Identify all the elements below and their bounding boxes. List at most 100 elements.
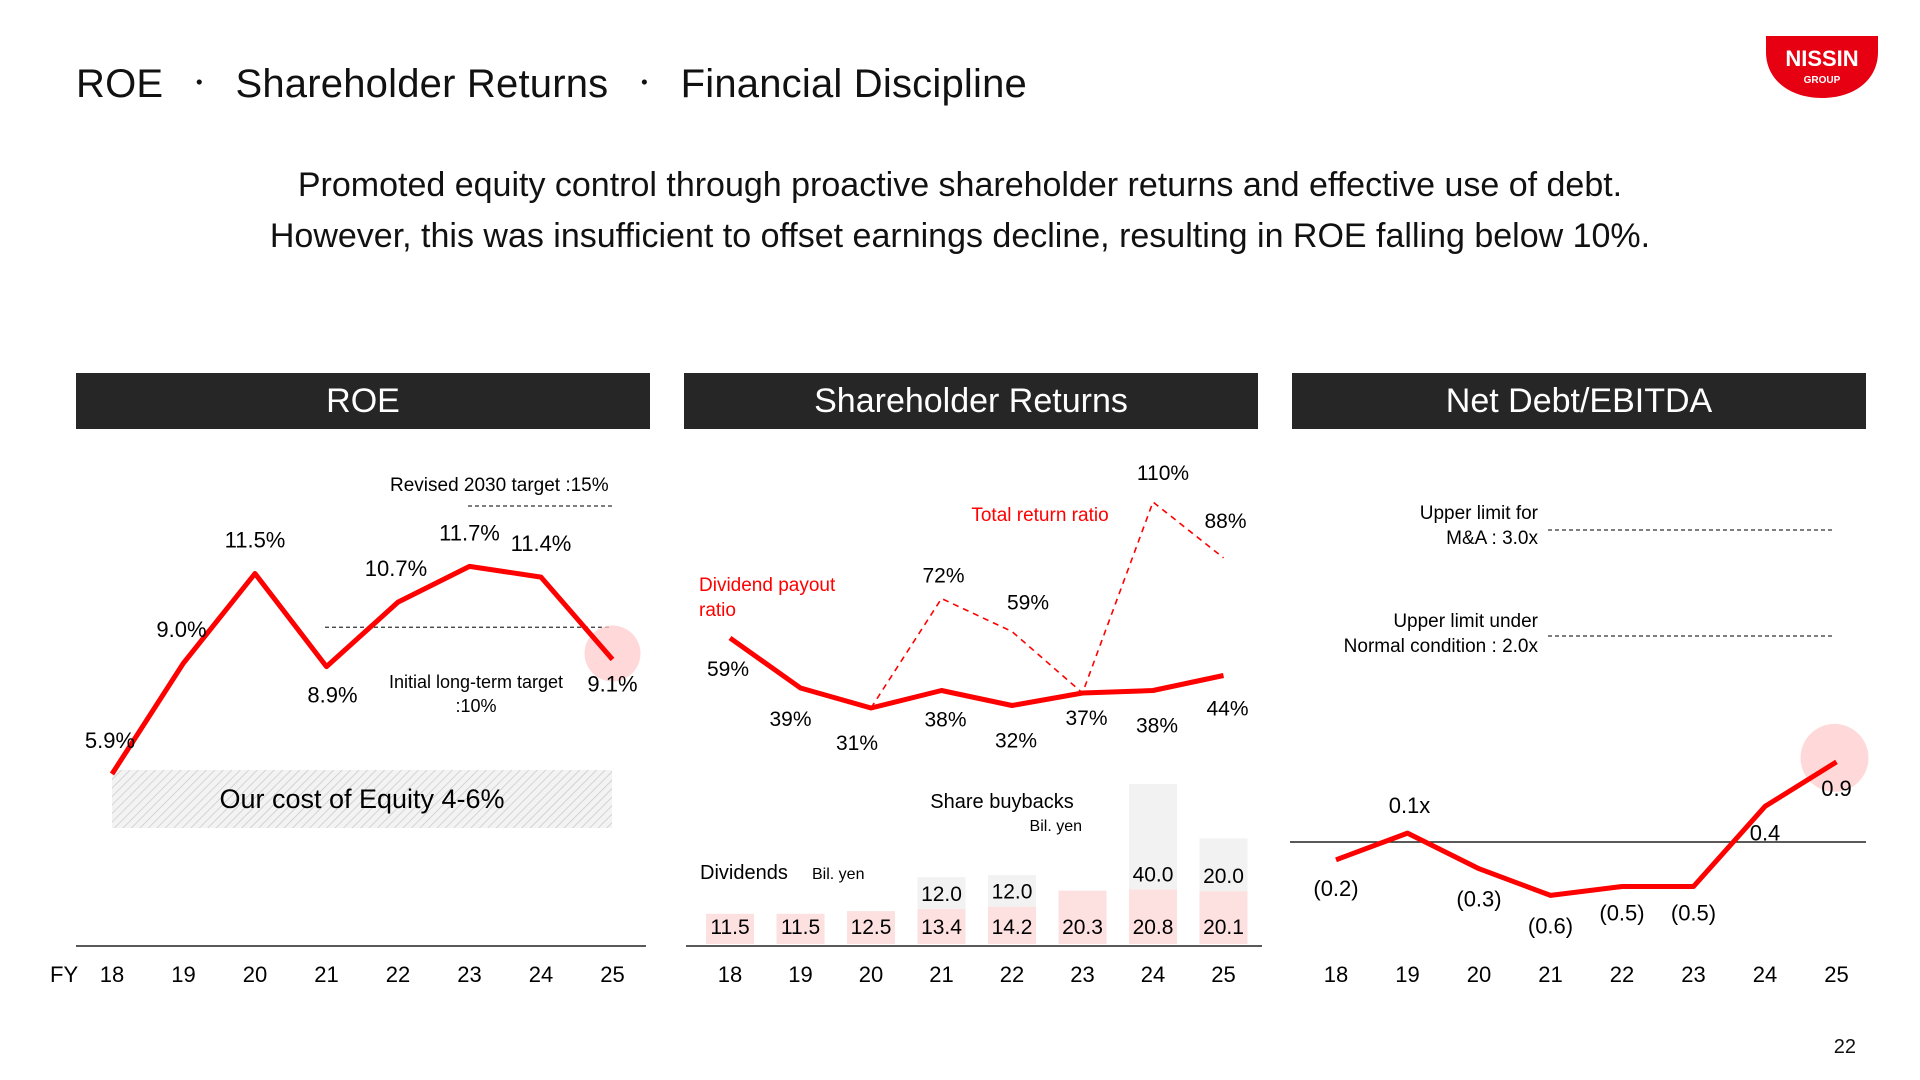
dividend-payout-legend-2: ratio [699, 600, 736, 621]
total-return-label: 72% [922, 565, 964, 588]
dividend-bar [1129, 889, 1177, 944]
title-part-returns: Shareholder Returns [235, 62, 609, 106]
roe-initial-target-label-1: Initial long-term target [389, 672, 563, 692]
netdebt-x-tick: 21 [1538, 962, 1562, 987]
returns-chart: 11.5 11.5 12.5 13.4 12.0 14.2 12.0 20.3 20.8 40.0… [686, 462, 1262, 987]
logo-subtext: GROUP [1804, 75, 1841, 86]
buyback-value-label: 12.0 [921, 883, 962, 906]
roe-cost-of-equity-label: Our cost of Equity 4-6% [219, 784, 504, 814]
buyback-value-label: 20.0 [1203, 865, 1244, 888]
roe-x-tick: 25 [600, 962, 624, 987]
roe-x-tick: 23 [457, 962, 481, 987]
roe-x-tick: 24 [529, 962, 553, 987]
roe-x-tick: 22 [386, 962, 410, 987]
netdebt-value-label: (0.3) [1456, 887, 1501, 912]
returns-x-tick: 22 [1000, 962, 1024, 987]
payout-ratio-label: 31% [836, 732, 878, 755]
panel-header-netdebt: Net Debt/EBITDA [1292, 373, 1866, 429]
netdebt-x-tick: 18 [1324, 962, 1348, 987]
dividend-bar [776, 913, 825, 944]
dividend-bar [706, 913, 754, 944]
netdebt-x-tick: 23 [1681, 962, 1705, 987]
netdebt-value-label: (0.6) [1528, 913, 1573, 938]
roe-value-label: 10.7% [365, 556, 427, 581]
dividend-bar [1199, 891, 1248, 944]
dividend-payout-legend-1: Dividend payout [699, 575, 836, 596]
subtitle: Promoted equity control through proactiv… [0, 160, 1920, 262]
payout-ratio-label: 44% [1206, 698, 1248, 721]
dividend-bar [1058, 890, 1107, 944]
total-return-label: 59% [1007, 592, 1049, 615]
returns-x-tick: 20 [859, 962, 883, 987]
roe-cost-of-equity-band [112, 770, 612, 828]
returns-x-tick: 23 [1070, 962, 1094, 987]
roe-value-label: 9.0% [156, 617, 206, 642]
page-title: ROE ・ Shareholder Returns ・ Financial Discip… [76, 62, 1027, 107]
netdebt-value-label: 0.4 [1750, 820, 1781, 845]
subtitle-line-1: Promoted equity control through proactiv… [297, 166, 1623, 204]
share-buybacks-legend: Share buybacks [930, 791, 1073, 813]
page-number: 22 [1833, 1036, 1856, 1058]
nissin-logo: NISSIN GROUP [1766, 36, 1878, 98]
dividend-value-label: 20.3 [1062, 916, 1103, 939]
total-return-legend: Total return ratio [971, 505, 1108, 526]
dividend-bar [917, 908, 966, 944]
buyback-bar [988, 875, 1036, 907]
total-return-ratio-line [870, 500, 1224, 709]
panel-header-roe: ROE [76, 373, 650, 429]
returns-x-tick: 21 [929, 962, 953, 987]
roe-initial-target-label-2: :10% [455, 696, 496, 716]
payout-ratio-label: 39% [769, 708, 811, 731]
buyback-bar [1129, 784, 1177, 890]
netdebt-value-label: (0.5) [1671, 901, 1716, 926]
dividend-bar [988, 906, 1036, 944]
panel-header-returns: Shareholder Returns [684, 373, 1258, 429]
logo-text: NISSIN [1785, 46, 1858, 71]
netdebt-x-tick: 22 [1610, 962, 1634, 987]
roe-value-label: 9.1% [587, 671, 637, 696]
title-separator: ・ [187, 70, 212, 97]
roe-value-label: 8.9% [307, 683, 357, 708]
title-part-roe: ROE [76, 62, 164, 106]
returns-x-tick: 25 [1211, 962, 1235, 987]
total-return-label: 88% [1204, 510, 1246, 533]
buyback-value-label: 40.0 [1133, 863, 1174, 886]
dividend-bar [847, 911, 895, 944]
netdebt-value-label: (0.5) [1599, 901, 1644, 926]
dividend-value-label: 11.5 [781, 916, 820, 939]
roe-x-tick: 19 [171, 962, 195, 987]
roe-value-label: 11.5% [225, 528, 286, 553]
payout-ratio-label: 32% [995, 730, 1037, 753]
netdebt-value-label: 0.9 [1821, 776, 1852, 801]
roe-value-label: 11.7% [439, 520, 500, 545]
roe-revised-target: Revised 2030 target :15% [390, 475, 609, 496]
dividend-unit-label: Bil. yen [812, 866, 864, 883]
total-return-label: 110% [1137, 462, 1189, 485]
roe-x-tick: 20 [243, 962, 267, 987]
payout-ratio-label: 38% [1136, 715, 1178, 738]
roe-value-label: 5.9% [85, 728, 135, 753]
roe-x-tick: 18 [100, 962, 124, 987]
title-part-discipline: Financial Discipline [680, 62, 1027, 106]
returns-x-tick: 18 [718, 962, 742, 987]
normal-limit-label-1: Upper limit under [1393, 611, 1538, 632]
buyback-bar [1199, 838, 1248, 892]
netdebt-x-tick: 19 [1395, 962, 1419, 987]
buyback-unit-label: Bil. yen [1030, 818, 1082, 835]
roe-value-label: 11.4% [511, 531, 572, 556]
dividend-value-label: 14.2 [992, 916, 1033, 939]
subtitle-line-2: However, this was insufficient to offset… [269, 217, 1651, 255]
netdebt-chart: Upper limit for M&A : 3.0x Upper limit u… [1290, 503, 1869, 987]
returns-x-tick: 24 [1141, 962, 1165, 987]
dividend-value-label: 13.4 [921, 916, 962, 939]
buyback-bar [917, 877, 966, 909]
dividend-value-label: 11.5 [710, 916, 749, 939]
roe-x-tick: 21 [314, 962, 338, 987]
dividend-payout-ratio-line [728, 635, 1225, 711]
roe-highlight-circle [584, 625, 641, 682]
returns-x-tick: 19 [788, 962, 812, 987]
payout-ratio-label: 37% [1065, 707, 1107, 730]
dividend-value-label: 20.1 [1203, 916, 1244, 939]
dividend-value-label: 12.5 [851, 916, 892, 939]
